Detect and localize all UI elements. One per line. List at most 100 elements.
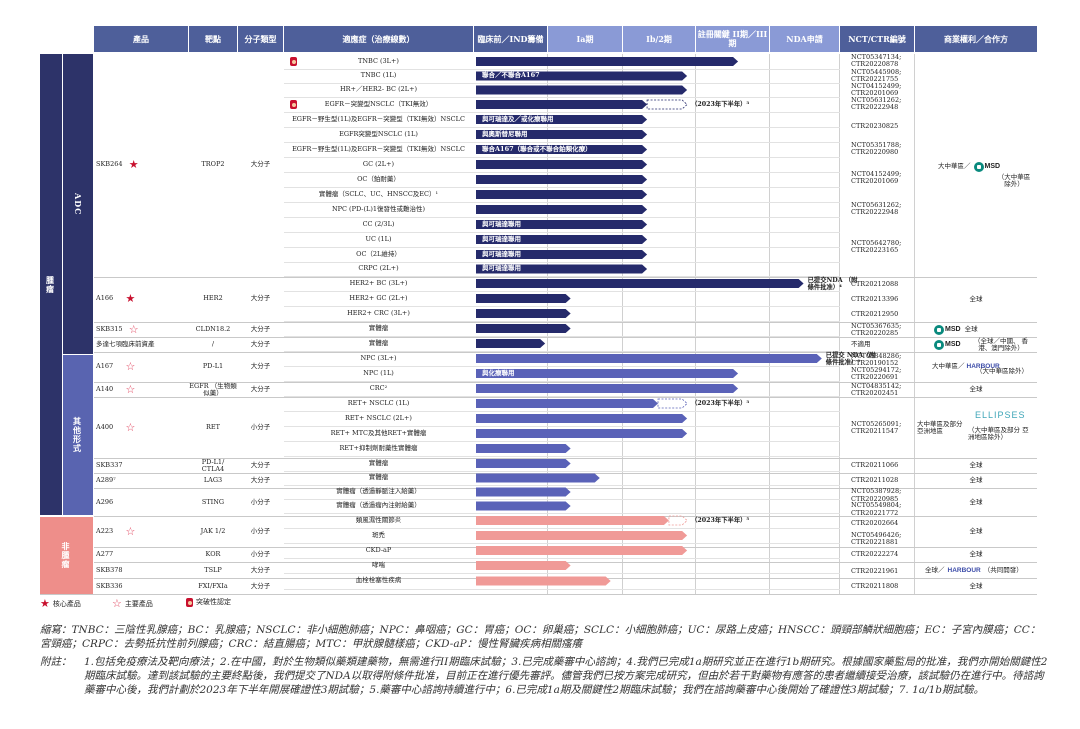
row-divider <box>284 69 840 70</box>
row-divider <box>284 441 840 442</box>
product-skb336: SKB336 <box>96 581 123 590</box>
progress-arrow <box>476 264 648 274</box>
product-a296: A296 <box>96 498 114 507</box>
molecule-a400: 小分子 <box>250 423 271 432</box>
rights-region: 大中華區／ <box>938 162 971 171</box>
divider-pivotal <box>769 54 770 595</box>
progress-arrow <box>476 57 739 66</box>
row-divider <box>284 336 840 337</box>
row-divider <box>284 589 840 590</box>
indication-label: CRC² <box>369 383 388 392</box>
indication-label: RET+ MTC及其他RET+實體瘤 <box>330 428 427 437</box>
rights-region: 大中華區／ <box>932 362 965 371</box>
progress-bar <box>476 487 571 497</box>
progress-bar <box>476 175 648 184</box>
progress-arrow <box>476 339 546 348</box>
row-divider <box>284 202 840 203</box>
target-preclinical-assets: / <box>211 340 215 349</box>
target-skb336: FXI/FXIa <box>198 581 228 590</box>
progress-bar <box>476 220 648 229</box>
target-skb337: PD-L1/ CTLA4 <box>201 457 225 473</box>
row-divider <box>284 247 840 248</box>
separator <box>94 458 1037 459</box>
band-oncology: 腫瘤 <box>40 54 62 515</box>
indication-label: 實體瘤 <box>368 458 389 467</box>
indication-label: 實體瘤 <box>368 473 389 482</box>
progress-arrow <box>476 398 688 409</box>
header-molecule: 分子類型 <box>238 26 283 52</box>
molecule-skb336: 大分子 <box>250 581 271 590</box>
divider-nda <box>839 54 840 595</box>
product-a223: A223 ☆ <box>96 525 136 539</box>
bar-label: 與奧斯替尼聯用 <box>482 129 528 138</box>
progress-bar <box>476 279 804 288</box>
progress-bar <box>476 264 648 274</box>
target-a223: JAK 1/2 <box>200 527 226 536</box>
trial-id: NCT04835142; CTR20202451 <box>851 381 902 397</box>
row-divider <box>284 112 840 113</box>
indication-label: NPC (1L) <box>363 368 394 377</box>
planned-bar <box>668 515 688 526</box>
trial-id: CTR20230825 <box>851 122 899 131</box>
trial-id: NCT05294172; CTR20220691 <box>851 365 902 381</box>
trial-id: NCT05387928; CTR20220985 <box>851 487 902 503</box>
row-divider <box>284 411 840 412</box>
progress-arrow <box>476 324 571 333</box>
product-a166: A166 ★ <box>96 292 136 306</box>
indication-label: HR+／HER2- BC (2L+) <box>339 85 418 94</box>
row-divider <box>284 321 840 322</box>
molecule-a140: 大分子 <box>250 385 271 394</box>
progress-bar <box>476 160 648 169</box>
progress-arrow <box>476 145 648 154</box>
rights-a289: 全球 <box>969 476 983 485</box>
indication-label: NPC (3L+) <box>360 353 397 362</box>
row-divider <box>284 471 840 472</box>
progress-arrow <box>476 546 688 555</box>
progress-bar <box>476 369 739 378</box>
progress-bar <box>476 190 648 199</box>
indication-label: EGFR－野生型(1L)及EGFR－突變型（TKI無效）NSCLC <box>292 144 465 153</box>
indication-label: EGFR－野生型(1L)及EGFR－突變型（TKI無效）NSCLC <box>292 114 465 123</box>
separator <box>94 337 1037 338</box>
target-a166: HER2 <box>203 294 223 303</box>
trial-id: CTR20222274 <box>851 550 899 559</box>
progress-arrow <box>476 444 571 453</box>
progress-bar <box>476 516 669 525</box>
rights-skb315: MSD 全球 <box>934 323 978 337</box>
product-skb264: SKB264 ★ <box>96 158 139 172</box>
key-product-star-icon: ☆ <box>125 360 136 374</box>
indication-label: 實體瘤（SCLC、UC、HNSCC及EC）¹ <box>318 189 439 198</box>
bar-label: 與化療聯用 <box>482 368 515 377</box>
target-skb264: TROP2 <box>201 160 225 169</box>
progress-bar <box>476 576 611 586</box>
rights-skb337: 全球 <box>969 461 983 470</box>
progress-bar <box>476 399 658 408</box>
separator <box>94 382 1037 383</box>
msd-logo: MSD <box>934 340 961 350</box>
msd-logo: MSD <box>973 162 1000 172</box>
header-phase1b2: Ib/2期 <box>623 26 695 52</box>
indication-label: 哮喘 <box>372 560 385 569</box>
rights-skb264: 大中華區／ MSD <box>938 155 1000 179</box>
product-a277: A277 <box>96 550 114 559</box>
progress-bar <box>476 414 688 423</box>
trial-id: CTR20211066 <box>851 461 899 470</box>
progress-bar <box>476 444 571 453</box>
progress-bar <box>476 145 648 154</box>
rights-region: 全球／ <box>925 565 945 574</box>
row-divider <box>284 232 840 233</box>
progress-bar <box>476 57 739 66</box>
row-divider <box>284 426 840 427</box>
trial-id: CTR20212088 <box>851 280 899 289</box>
rights-a166: 全球 <box>969 295 983 304</box>
trial-id: NCT05445908; CTR20221755 <box>851 67 902 83</box>
rights-a223: 全球 <box>969 527 983 536</box>
rights-region: 全球 <box>964 325 978 334</box>
divider-trial <box>914 54 915 595</box>
header-preclinical: 臨床前／IND籌備 <box>474 26 547 52</box>
progress-arrow <box>476 115 648 124</box>
separator <box>94 322 1037 323</box>
breakthrough-medal-icon <box>290 99 297 109</box>
progress-bar <box>476 130 648 139</box>
